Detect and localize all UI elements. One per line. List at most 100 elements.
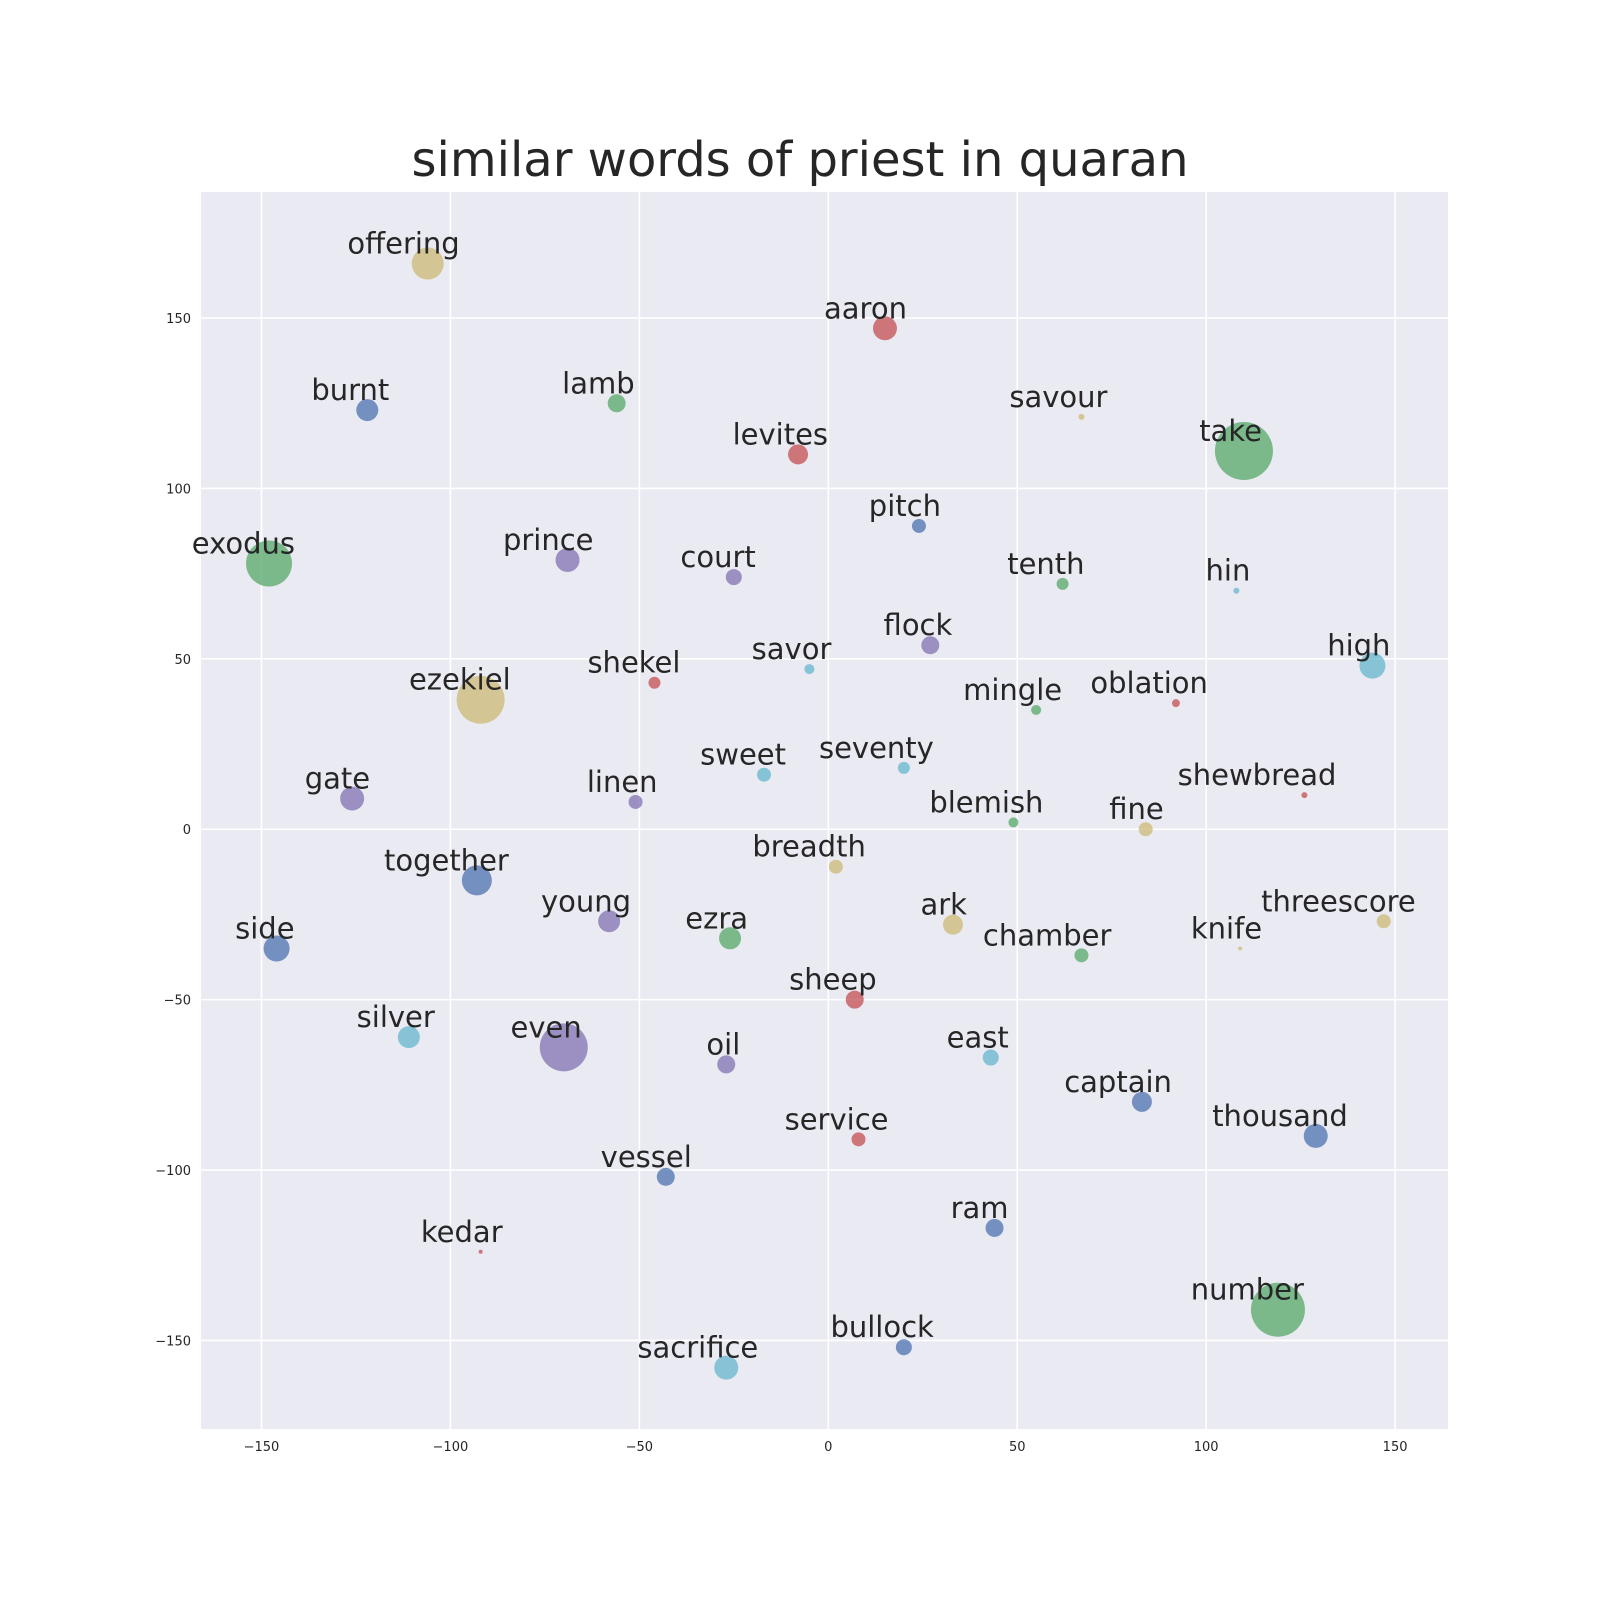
label-high: high bbox=[1327, 629, 1390, 663]
point-ram bbox=[985, 1218, 1004, 1237]
point-oil bbox=[717, 1055, 736, 1074]
label-ark: ark bbox=[920, 888, 967, 922]
point-high bbox=[1359, 652, 1386, 679]
label-pitch: pitch bbox=[869, 489, 941, 523]
label-service: service bbox=[785, 1102, 889, 1136]
label-savour: savour bbox=[1009, 380, 1107, 414]
label-aaron: aaron bbox=[824, 291, 907, 325]
point-together bbox=[461, 865, 492, 896]
point-oblation bbox=[1171, 699, 1180, 708]
point-east bbox=[982, 1049, 999, 1066]
label-linen: linen bbox=[587, 765, 658, 799]
point-threescore bbox=[1376, 914, 1391, 929]
point-savor bbox=[804, 664, 815, 675]
point-sweet bbox=[757, 767, 772, 782]
label-east: east bbox=[947, 1021, 1009, 1055]
y-tick-label: 150 bbox=[166, 312, 191, 327]
point-breadth bbox=[828, 859, 843, 874]
point-burnt bbox=[356, 399, 379, 422]
label-vessel: vessel bbox=[601, 1140, 692, 1174]
point-chamber bbox=[1074, 948, 1089, 963]
point-side bbox=[263, 935, 290, 962]
point-sacrifice bbox=[714, 1355, 739, 1380]
label-shewbread: shewbread bbox=[1178, 758, 1337, 792]
point-silver bbox=[397, 1026, 420, 1049]
point-shekel bbox=[648, 676, 661, 689]
label-hin: hin bbox=[1206, 554, 1251, 588]
x-tick-label: 150 bbox=[1383, 1440, 1408, 1455]
point-captain bbox=[1131, 1091, 1152, 1112]
label-sheep: sheep bbox=[789, 963, 877, 997]
chart-title: similar words of priest in quaran bbox=[411, 132, 1189, 188]
label-seventy: seventy bbox=[819, 731, 934, 765]
point-even bbox=[539, 1023, 588, 1072]
point-bullock bbox=[895, 1339, 912, 1356]
point-take bbox=[1214, 421, 1273, 480]
label-young: young bbox=[541, 884, 631, 918]
point-savour bbox=[1078, 413, 1085, 420]
point-tenth bbox=[1056, 577, 1069, 590]
label-gate: gate bbox=[305, 762, 370, 796]
label-breadth: breadth bbox=[752, 830, 865, 864]
label-oil: oil bbox=[706, 1027, 740, 1061]
point-service bbox=[851, 1132, 866, 1147]
y-tick-label: 50 bbox=[174, 653, 191, 668]
point-ezra bbox=[719, 927, 742, 950]
point-offering bbox=[411, 247, 444, 280]
label-prince: prince bbox=[503, 523, 594, 557]
label-silver: silver bbox=[357, 1000, 435, 1034]
label-lamb: lamb bbox=[562, 366, 635, 400]
point-levites bbox=[788, 444, 809, 465]
point-exodus bbox=[246, 540, 293, 587]
label-kedar: kedar bbox=[421, 1215, 503, 1249]
point-court bbox=[725, 569, 742, 586]
label-sweet: sweet bbox=[700, 738, 786, 772]
y-tick-label: −150 bbox=[155, 1334, 191, 1349]
label-threescore: threescore bbox=[1261, 884, 1416, 918]
label-blemish: blemish bbox=[929, 785, 1043, 819]
point-lamb bbox=[607, 394, 626, 413]
label-ezekiel: ezekiel bbox=[409, 663, 511, 697]
point-gate bbox=[340, 786, 365, 811]
y-tick-label: −100 bbox=[155, 1164, 191, 1179]
point-sheep bbox=[845, 990, 864, 1009]
point-seventy bbox=[897, 761, 910, 774]
label-exodus: exodus bbox=[192, 526, 295, 560]
point-kedar bbox=[478, 1249, 483, 1254]
label-fine: fine bbox=[1109, 792, 1164, 826]
point-young bbox=[598, 910, 621, 933]
label-take: take bbox=[1199, 414, 1262, 448]
x-tick-label: 100 bbox=[1194, 1440, 1219, 1455]
x-tick-label: −100 bbox=[433, 1440, 469, 1455]
point-number bbox=[1250, 1282, 1305, 1337]
point-thousand bbox=[1303, 1123, 1328, 1148]
label-thousand: thousand bbox=[1212, 1099, 1348, 1133]
label-savor: savor bbox=[752, 632, 832, 666]
label-mingle: mingle bbox=[963, 673, 1062, 707]
label-shekel: shekel bbox=[587, 646, 680, 680]
label-number: number bbox=[1191, 1273, 1304, 1307]
point-flock bbox=[921, 636, 940, 655]
label-side: side bbox=[235, 912, 294, 946]
point-linen bbox=[628, 794, 643, 809]
point-shewbread bbox=[1301, 792, 1308, 799]
x-tick-label: 0 bbox=[824, 1440, 832, 1455]
label-oblation: oblation bbox=[1090, 666, 1208, 700]
label-levites: levites bbox=[733, 417, 828, 451]
x-tick-label: 50 bbox=[1009, 1440, 1026, 1455]
label-bullock: bullock bbox=[830, 1310, 934, 1344]
point-ezekiel bbox=[456, 675, 505, 724]
point-hin bbox=[1233, 587, 1240, 594]
label-offering: offering bbox=[347, 227, 459, 261]
label-tenth: tenth bbox=[1007, 547, 1084, 581]
plot-area bbox=[201, 192, 1448, 1429]
label-captain: captain bbox=[1064, 1065, 1172, 1099]
label-even: even bbox=[511, 1010, 582, 1044]
label-sacrifice: sacrifice bbox=[637, 1331, 758, 1365]
point-fine bbox=[1138, 822, 1153, 837]
point-knife bbox=[1238, 946, 1243, 951]
point-blemish bbox=[1008, 817, 1019, 828]
point-prince bbox=[555, 548, 580, 573]
